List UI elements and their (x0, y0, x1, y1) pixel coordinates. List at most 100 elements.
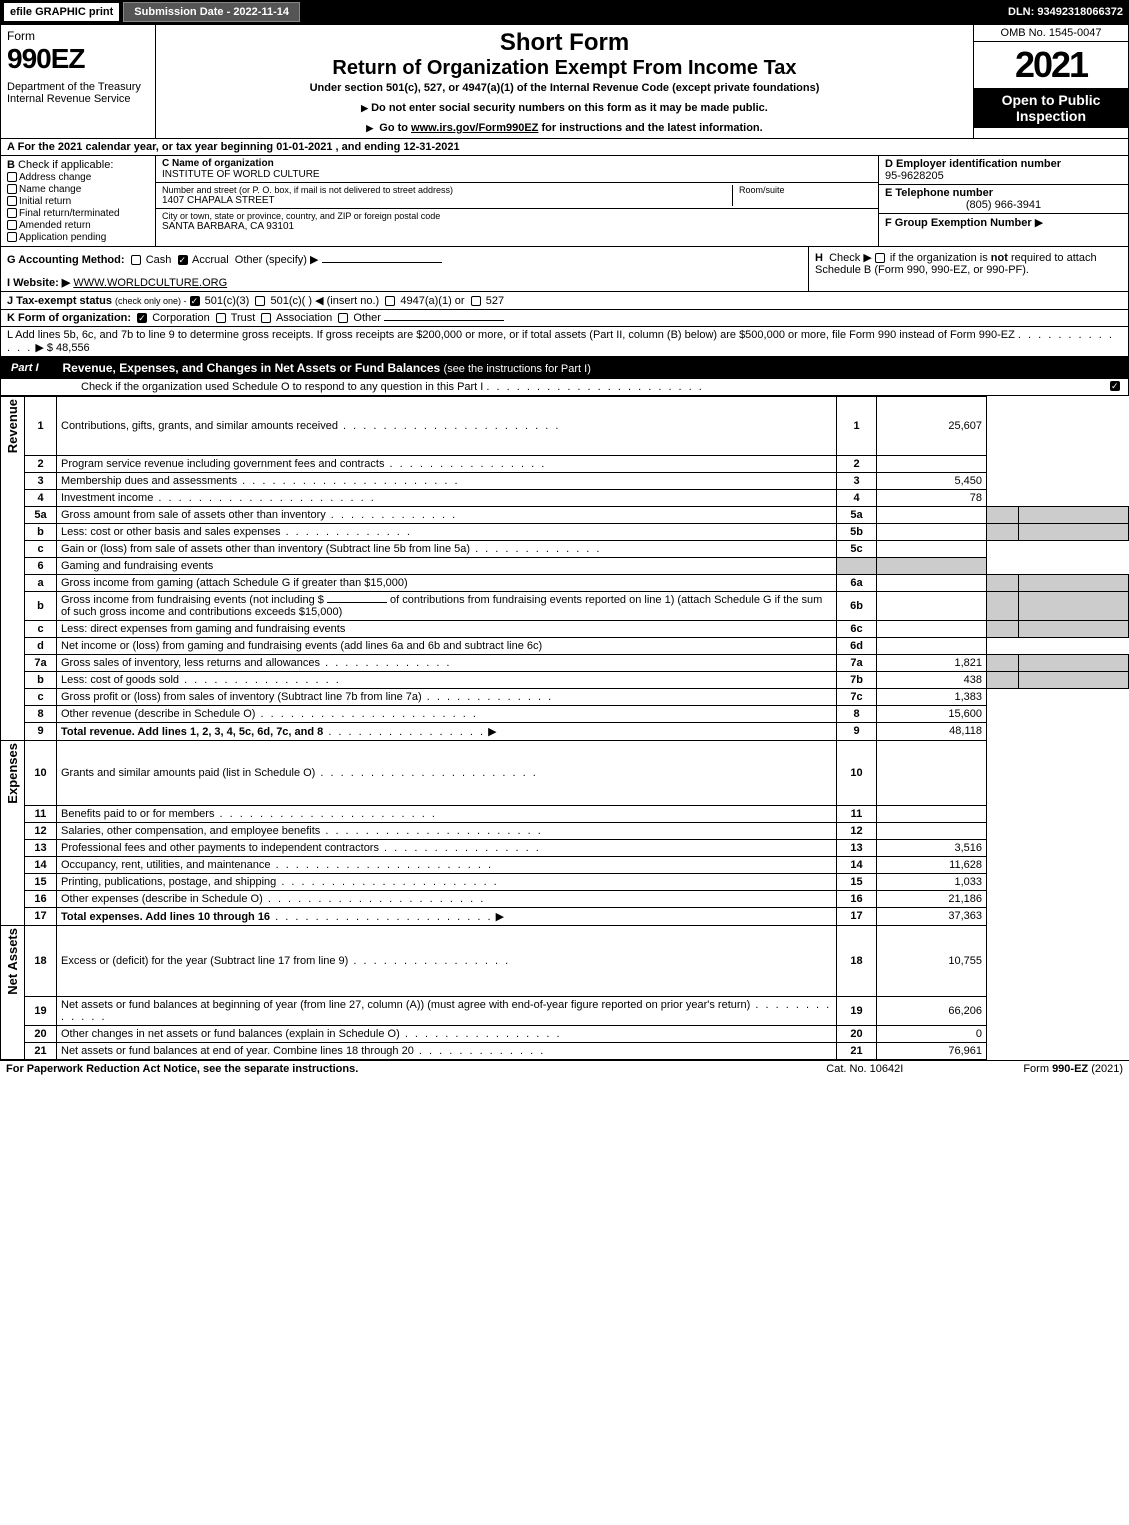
section-bcdef: B Check if applicable: Address change Na… (0, 156, 1129, 247)
c-city-label: City or town, state or province, country… (162, 211, 440, 221)
paperwork-notice: For Paperwork Reduction Act Notice, see … (6, 1063, 358, 1075)
dots (486, 381, 703, 393)
part1-header: Part I Revenue, Expenses, and Changes in… (0, 357, 1129, 379)
goto-post: for instructions and the latest informat… (541, 122, 762, 134)
header-middle: Short Form Return of Organization Exempt… (156, 25, 973, 138)
submission-date: Submission Date - 2022-11-14 (123, 2, 300, 22)
h-label: H (815, 252, 823, 264)
chk-address-change[interactable]: Address change (7, 172, 149, 183)
part1-sub: (see the instructions for Part I) (444, 363, 591, 375)
fundraising-amount-input[interactable] (327, 602, 387, 603)
chk-527[interactable] (471, 296, 481, 306)
arrow-icon: ▶ (1035, 217, 1043, 229)
k-label: K Form of organization: (7, 312, 131, 324)
col-c: C Name of organization INSTITUTE OF WORL… (156, 156, 878, 246)
website-url[interactable]: WWW.WORLDCULTURE.ORG (73, 277, 227, 289)
part1-title: Revenue, Expenses, and Changes in Net As… (63, 361, 441, 375)
subtitle: Under section 501(c), 527, or 4947(a)(1)… (166, 82, 963, 94)
line-num: 1 (25, 397, 57, 456)
omb-number: OMB No. 1545-0047 (974, 25, 1128, 42)
l-amount: $ 48,556 (47, 342, 90, 354)
line-amt: 25,607 (877, 397, 987, 456)
room-suite: Room/suite (732, 185, 872, 206)
chk-name-change[interactable]: Name change (7, 184, 149, 195)
chk-trust[interactable] (216, 313, 226, 323)
header-right: OMB No. 1545-0047 2021 Open to Public In… (973, 25, 1128, 138)
chk-501c3[interactable] (190, 296, 200, 306)
title-short-form: Short Form (166, 29, 963, 57)
irs-link[interactable]: www.irs.gov/Form990EZ (411, 122, 538, 134)
title-return: Return of Organization Exempt From Incom… (166, 57, 963, 80)
h-text2: if the organization is (890, 252, 991, 264)
j-label: J Tax-exempt status (7, 295, 112, 307)
h-not: not (991, 252, 1008, 264)
org-city: SANTA BARBARA, CA 93101 (162, 221, 440, 232)
tax-year: 2021 (974, 42, 1128, 88)
header-left: Form 990EZ Department of the Treasury In… (1, 25, 156, 138)
f-label: F Group Exemption Number (885, 217, 1032, 229)
chk-4947[interactable] (385, 296, 395, 306)
chk-cash[interactable] (131, 255, 141, 265)
ein: 95-9628205 (885, 170, 944, 182)
c-street-label: Number and street (or P. O. box, if mail… (162, 185, 732, 195)
chk-corp[interactable] (137, 313, 147, 323)
form-number: 990EZ (7, 43, 149, 75)
row-l: L Add lines 5b, 6c, and 7b to line 9 to … (0, 327, 1129, 357)
netassets-label: Net Assets (5, 928, 20, 995)
revenue-label: Revenue (5, 399, 20, 453)
gh-right: H Check ▶ if the organization is not req… (808, 247, 1128, 291)
form-header: Form 990EZ Department of the Treasury In… (0, 24, 1129, 139)
expenses-label: Expenses (5, 743, 20, 804)
arrow-icon (366, 122, 376, 134)
c-name-label: C Name of organization (162, 158, 320, 169)
form-ref: Form 990-EZ (2021) (1023, 1063, 1123, 1075)
chk-amended-return[interactable]: Amended return (7, 220, 149, 231)
l-text: L Add lines 5b, 6c, and 7b to line 9 to … (7, 329, 1015, 341)
j-sub: (check only one) - (115, 296, 187, 306)
efile-print[interactable]: efile GRAPHIC print (4, 3, 119, 21)
topbar: efile GRAPHIC print Submission Date - 20… (0, 0, 1129, 24)
note-ssn: Do not enter social security numbers on … (166, 102, 963, 114)
line-ref: 1 (837, 397, 877, 456)
row-j: J Tax-exempt status (check only one) - 5… (0, 292, 1129, 310)
chk-other-org[interactable] (338, 313, 348, 323)
dln: DLN: 93492318066372 (1008, 6, 1123, 18)
row-k: K Form of organization: Corporation Trus… (0, 310, 1129, 327)
chk-accrual[interactable] (178, 255, 188, 265)
g-label: G Accounting Method: (7, 254, 125, 266)
e-label: E Telephone number (885, 187, 993, 199)
catalog-number: Cat. No. 10642I (826, 1063, 903, 1075)
part1-table: Revenue 1 Contributions, gifts, grants, … (0, 396, 1129, 1060)
org-name: INSTITUTE OF WORLD CULTURE (162, 169, 320, 180)
row-a: A For the 2021 calendar year, or tax yea… (0, 139, 1129, 156)
other-specify-input[interactable] (322, 262, 442, 263)
col-def: D Employer identification number 95-9628… (878, 156, 1128, 246)
form-label: Form (7, 29, 149, 43)
telephone: (805) 966-3941 (885, 199, 1122, 211)
part1-check-text: Check if the organization used Schedule … (81, 381, 483, 393)
section-gh: G Accounting Method: Cash Accrual Other … (0, 247, 1129, 292)
other-org-input[interactable] (384, 320, 504, 321)
col-b: B Check if applicable: Address change Na… (1, 156, 156, 246)
d-label: D Employer identification number (885, 158, 1061, 170)
h-check-text: Check ▶ (829, 252, 872, 264)
line-desc: Contributions, gifts, grants, and simila… (61, 420, 338, 432)
chk-application-pending[interactable]: Application pending (7, 232, 149, 243)
org-street: 1407 CHAPALA STREET (162, 195, 732, 206)
chk-initial-return[interactable]: Initial return (7, 196, 149, 207)
chk-schedule-o[interactable] (1110, 381, 1120, 391)
department: Department of the Treasury Internal Reve… (7, 81, 149, 105)
note-goto: Go to www.irs.gov/Form990EZ for instruct… (166, 122, 963, 134)
chk-assoc[interactable] (261, 313, 271, 323)
part1-tab: Part I (1, 359, 55, 377)
b-header: Check if applicable: (18, 159, 113, 171)
chk-h[interactable] (875, 253, 885, 263)
chk-501c[interactable] (255, 296, 265, 306)
i-label: I Website: ▶ (7, 277, 70, 289)
row-a-text: For the 2021 calendar year, or tax year … (18, 141, 460, 153)
page-footer: For Paperwork Reduction Act Notice, see … (0, 1060, 1129, 1077)
open-to-public: Open to Public Inspection (974, 88, 1128, 128)
chk-final-return[interactable]: Final return/terminated (7, 208, 149, 219)
part1-checkline: Check if the organization used Schedule … (0, 379, 1129, 396)
goto-pre: Go to (379, 122, 411, 134)
